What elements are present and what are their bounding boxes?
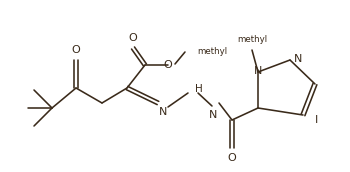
Text: N: N	[159, 107, 167, 117]
Text: N: N	[294, 54, 302, 64]
Text: O: O	[129, 33, 137, 43]
Text: N: N	[254, 66, 262, 76]
Text: O: O	[72, 45, 80, 55]
Text: O: O	[228, 153, 236, 163]
Text: N: N	[209, 110, 217, 120]
Text: O: O	[164, 60, 172, 70]
Text: methyl: methyl	[197, 46, 227, 56]
Text: methyl: methyl	[237, 35, 267, 44]
Text: H: H	[195, 84, 203, 94]
Text: I: I	[314, 115, 318, 125]
